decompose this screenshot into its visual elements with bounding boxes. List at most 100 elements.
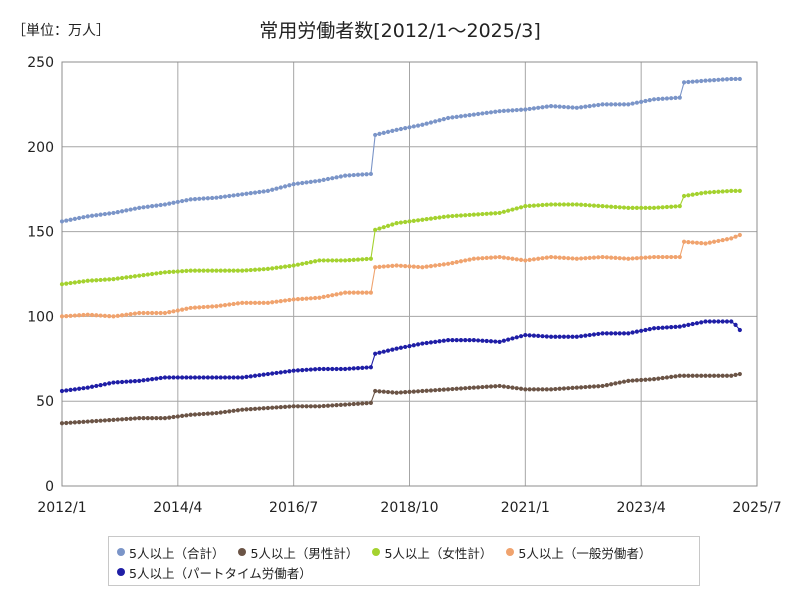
series-point — [94, 278, 99, 283]
series-point — [381, 264, 386, 269]
series-point — [265, 371, 271, 377]
series-point — [561, 255, 567, 260]
series-point — [699, 191, 704, 196]
series-point — [433, 339, 438, 344]
series-point — [424, 121, 429, 126]
series-point — [201, 196, 206, 201]
series-point — [282, 404, 288, 409]
series-point — [626, 102, 631, 107]
series-point — [548, 202, 554, 207]
series-point — [591, 384, 597, 389]
series-point — [647, 205, 652, 210]
series-point — [248, 407, 253, 412]
series-point — [325, 366, 331, 372]
series-point — [415, 342, 421, 347]
legend-item-parttime: 5人以上（パートタイム労働者） — [117, 563, 312, 582]
series-point — [488, 110, 494, 115]
series-point — [252, 267, 258, 272]
series-point — [493, 384, 498, 389]
series-point — [274, 405, 279, 410]
series-point — [398, 126, 404, 132]
series-point — [313, 179, 318, 184]
series-point — [669, 96, 674, 101]
y-tick-label: 150 — [27, 225, 54, 241]
series-point — [291, 263, 296, 268]
series-point — [231, 193, 236, 198]
series-point — [677, 324, 682, 329]
series-point — [325, 176, 331, 182]
series-point — [570, 202, 575, 207]
series-point — [85, 419, 90, 424]
series-point — [124, 312, 129, 317]
series-point — [561, 202, 567, 207]
series-point — [235, 192, 240, 197]
series-point — [651, 254, 657, 260]
series-point — [313, 259, 318, 264]
series-point — [591, 255, 597, 260]
series-point — [231, 375, 236, 380]
series-point — [630, 330, 635, 335]
series-point — [681, 373, 687, 378]
series-point — [287, 404, 292, 409]
series-point — [523, 332, 528, 338]
series-point — [553, 386, 558, 392]
series-point — [716, 319, 721, 324]
series-point — [261, 406, 266, 411]
legend-swatch — [117, 568, 125, 576]
series-point — [64, 281, 69, 286]
series-point — [716, 77, 721, 82]
series-point — [132, 206, 138, 211]
series-point — [690, 192, 695, 197]
series-point — [248, 300, 253, 305]
series-point — [694, 321, 700, 326]
series-point — [454, 386, 459, 391]
series-point — [686, 322, 691, 327]
series-point — [59, 219, 65, 224]
series-point — [180, 307, 185, 312]
series-point — [102, 418, 107, 423]
series-point — [647, 377, 652, 382]
series-point — [295, 368, 301, 373]
series-point — [330, 176, 335, 181]
series-point — [664, 96, 670, 101]
series-point — [527, 333, 532, 338]
series-point — [128, 379, 133, 384]
series-point — [712, 189, 717, 195]
series-point — [240, 375, 245, 380]
series-point — [270, 266, 275, 271]
series-point — [291, 368, 296, 373]
series-point — [557, 334, 562, 339]
series-point — [634, 378, 639, 383]
series-point — [673, 374, 678, 379]
series-point — [673, 324, 678, 329]
series-point — [132, 274, 138, 279]
series-point — [518, 334, 524, 339]
series-point — [433, 388, 438, 393]
series-point — [304, 404, 309, 409]
series-point — [394, 127, 399, 132]
series-point — [458, 114, 464, 119]
series-point — [171, 309, 176, 314]
series-point — [729, 319, 734, 324]
series-point — [621, 379, 627, 384]
series-point — [596, 331, 601, 337]
series-point — [596, 102, 601, 108]
series-point — [433, 119, 438, 124]
series-point — [574, 334, 579, 339]
series-point — [343, 258, 348, 263]
series-point — [639, 205, 644, 210]
series-point — [677, 204, 682, 209]
series-point — [441, 387, 446, 392]
unit-label: ［単位：万人］ — [12, 23, 110, 39]
series-point — [643, 327, 648, 333]
series-point — [420, 388, 425, 394]
series-point — [403, 344, 408, 350]
series-point — [381, 349, 386, 354]
series-point — [85, 278, 90, 283]
series-point — [497, 109, 502, 114]
series-point — [368, 290, 373, 295]
series-point — [235, 268, 240, 273]
series-point — [501, 108, 506, 113]
series-point — [712, 319, 717, 324]
series-point — [355, 172, 361, 177]
